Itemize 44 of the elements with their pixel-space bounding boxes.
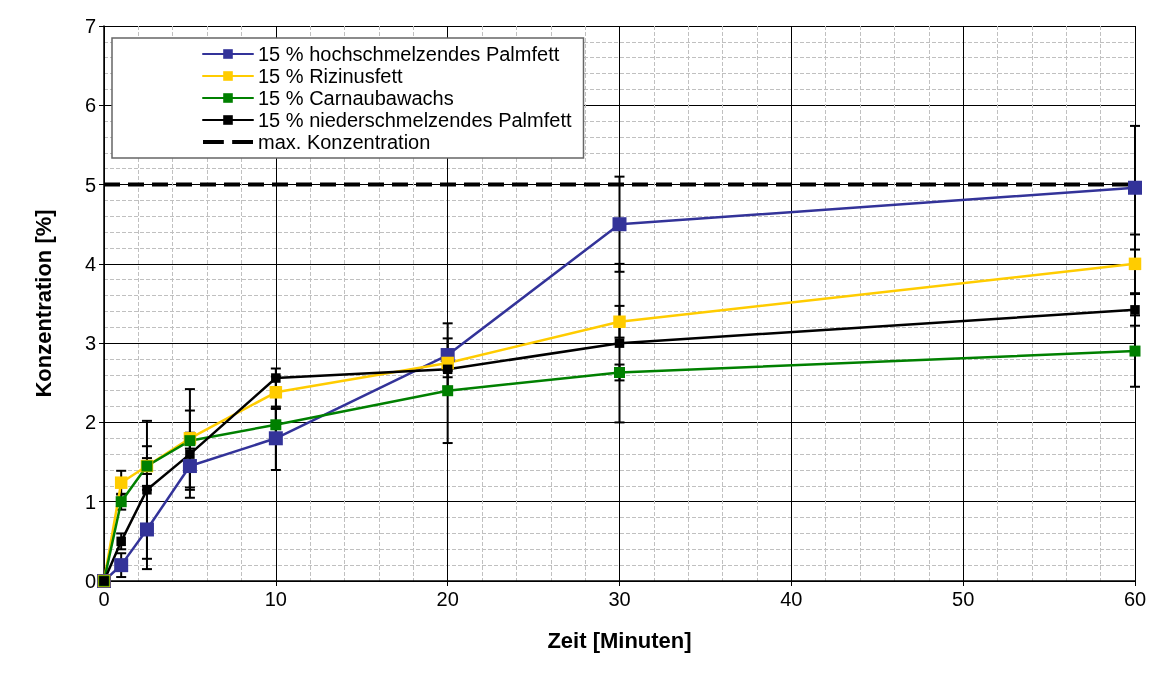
point: [270, 419, 282, 431]
legend-label: 15 % Rizinusfett: [258, 65, 403, 87]
y-axis-title: Konzentration [%]: [30, 209, 56, 398]
point: [612, 217, 627, 232]
point: [614, 338, 625, 348]
point: [614, 366, 625, 378]
x-tick-label: 40: [780, 588, 803, 610]
point: [1130, 305, 1140, 315]
point: [442, 364, 453, 375]
y-tick-label: 1: [84, 490, 96, 513]
point: [442, 385, 454, 397]
x-axis-title: Zeit [Minuten]: [547, 627, 692, 653]
y-tick-label: 3: [84, 332, 96, 355]
y-tick-label: 2: [84, 411, 96, 434]
point: [142, 485, 152, 495]
legend-label: 15 % niederschmelzendes Palmfett: [258, 109, 572, 131]
y-tick-label: 7: [84, 15, 96, 37]
point: [139, 522, 154, 537]
x-tick-label: 60: [1123, 588, 1147, 610]
x-tick-label: 30: [608, 588, 631, 610]
y-tick-label: 0: [84, 570, 96, 592]
legend-label: 15 % Carnaubawachs: [258, 87, 454, 109]
point: [269, 386, 283, 399]
point: [114, 558, 129, 573]
point: [182, 459, 197, 474]
point: [268, 431, 283, 446]
point: [116, 536, 126, 547]
legend-label: max. Konzentration: [258, 131, 431, 153]
point: [1129, 345, 1141, 357]
point: [271, 373, 281, 383]
point: [613, 315, 626, 328]
point: [1128, 180, 1142, 195]
y-tick-label: 5: [84, 173, 96, 196]
legend-label: 15 % hochschmelzendes Palmfett: [258, 43, 560, 65]
x-tick-label: 20: [436, 588, 459, 610]
x-tick-label: 0: [98, 588, 110, 610]
x-tick-label: 10: [264, 588, 287, 610]
x-tick-label: 50: [952, 588, 975, 610]
y-tick-label: 4: [84, 252, 96, 275]
point: [114, 476, 128, 489]
point: [115, 496, 127, 508]
point: [1128, 257, 1142, 271]
point: [185, 449, 195, 459]
y-tick-label: 6: [84, 94, 96, 117]
